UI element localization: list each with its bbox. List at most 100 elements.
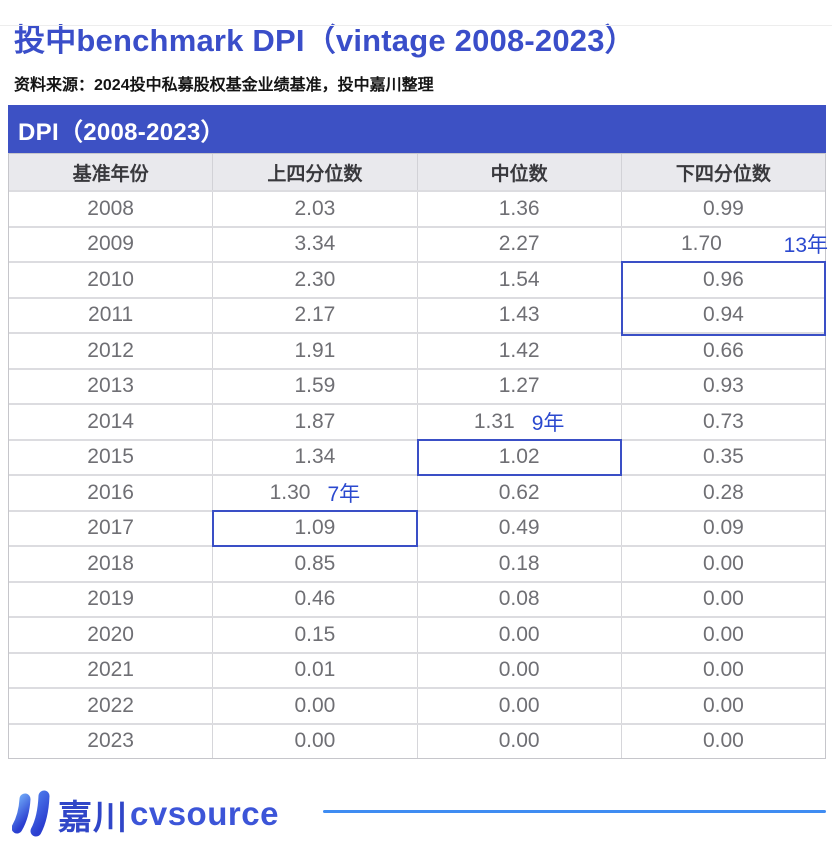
value-cell: 0.00 bbox=[620, 618, 825, 652]
section-title: DPI（2008-2023） bbox=[18, 118, 225, 146]
value-cell: 0.00 bbox=[620, 547, 825, 581]
year-cell: 2008 bbox=[87, 196, 134, 220]
page-title: 投中benchmark DPI（vintage 2008-2023） bbox=[14, 23, 636, 58]
value-cell: 0.00 bbox=[212, 724, 416, 758]
column-header-upper-quartile: 上四分位数 bbox=[212, 154, 416, 190]
table-row: 2015 1.34 1.02 0.35 bbox=[9, 438, 825, 476]
value-cell: 0.00 bbox=[620, 582, 825, 616]
value-cell-annotated: 1.31 9年 bbox=[416, 405, 621, 439]
table-row: 2008 2.03 1.36 0.99 bbox=[9, 190, 825, 226]
dpi-benchmark-table: 基准年份 上四分位数 中位数 下四分位数 2008 2.03 1.36 0.99… bbox=[8, 153, 828, 759]
value-cell: 2.17 bbox=[212, 298, 416, 332]
value-cell: 0.46 bbox=[212, 582, 416, 616]
year-cell: 2009 bbox=[87, 232, 134, 256]
value-cell-highlighted: 1.02 bbox=[416, 438, 623, 476]
value-cell: 1.27 bbox=[416, 369, 621, 403]
table-row: 2020 0.15 0.00 0.00 bbox=[9, 616, 825, 652]
value-cell: 0.00 bbox=[416, 724, 621, 758]
value-cell: 0.00 bbox=[416, 689, 621, 723]
year-cell: 2017 bbox=[87, 516, 134, 540]
year-cell: 2010 bbox=[87, 267, 134, 291]
value-cell-annotated: 1.70 13年 bbox=[620, 227, 828, 261]
table-row: 2011 2.17 1.43 0.94 bbox=[9, 296, 825, 332]
table-row: 2010 2.30 1.54 0.96 bbox=[9, 261, 827, 335]
value-cell: 0.00 bbox=[620, 653, 825, 687]
year-cell: 2012 bbox=[87, 338, 134, 362]
top-divider bbox=[0, 25, 832, 26]
year-cell: 2023 bbox=[87, 729, 134, 753]
brand-name-cn: 嘉川 bbox=[58, 798, 128, 837]
section-header-band: DPI（2008-2023） bbox=[8, 105, 826, 153]
value-cell: 1.54 bbox=[416, 263, 621, 297]
value-cell: 0.00 bbox=[620, 724, 825, 758]
value-cell: 1.42 bbox=[416, 334, 621, 368]
holding-period-note-7y: 7年 bbox=[327, 482, 361, 506]
cell-value: 1.31 bbox=[473, 409, 515, 433]
value-cell: 1.34 bbox=[212, 440, 416, 474]
year-cell: 2013 bbox=[87, 374, 134, 398]
value-cell: 0.73 bbox=[620, 405, 825, 439]
holding-period-note-13y: 13年 bbox=[783, 234, 828, 258]
table-row: 2022 0.00 0.00 0.00 bbox=[9, 687, 825, 723]
column-header-lower-quartile: 下四分位数 bbox=[620, 154, 825, 190]
value-cell: 0.08 bbox=[416, 582, 621, 616]
value-cell: 1.87 bbox=[212, 405, 416, 439]
table-row: 2023 0.00 0.00 0.00 bbox=[9, 722, 825, 758]
brand-name-en: cvsource bbox=[130, 795, 279, 832]
value-cell-highlighted: 0.94 bbox=[620, 298, 825, 332]
value-cell: 0.99 bbox=[620, 192, 825, 226]
value-cell-highlighted: 0.96 bbox=[620, 261, 827, 335]
year-cell: 2018 bbox=[87, 551, 134, 575]
value-cell: 0.00 bbox=[212, 689, 416, 723]
value-cell: 0.85 bbox=[212, 547, 416, 581]
value-cell: 0.62 bbox=[416, 476, 621, 510]
jiachuan-logo-icon bbox=[12, 790, 50, 837]
value-cell: 1.91 bbox=[212, 334, 416, 368]
value-cell-highlighted: 1.09 bbox=[212, 509, 418, 547]
value-cell: 0.35 bbox=[620, 440, 825, 474]
value-cell: 0.49 bbox=[416, 511, 621, 545]
footer-brand-bar: 嘉川 cvsource bbox=[12, 786, 828, 842]
year-cell: 2015 bbox=[87, 445, 134, 469]
value-cell-annotated: 1.30 7年 bbox=[212, 476, 416, 510]
table-row: 2021 0.01 0.00 0.00 bbox=[9, 651, 825, 687]
value-cell: 2.27 bbox=[416, 227, 621, 261]
source-note: 资料来源：2024投中私募股权基金业绩基准，投中嘉川整理 bbox=[14, 77, 434, 94]
value-cell: 1.36 bbox=[416, 192, 621, 226]
value-cell: 3.34 bbox=[212, 227, 416, 261]
value-cell: 0.28 bbox=[620, 476, 825, 510]
table-header-row: 基准年份 上四分位数 中位数 下四分位数 bbox=[9, 154, 825, 190]
value-cell: 1.43 bbox=[416, 298, 621, 332]
table-row: 2019 0.46 0.08 0.00 bbox=[9, 580, 825, 616]
value-cell: 0.00 bbox=[620, 689, 825, 723]
value-cell: 0.18 bbox=[416, 547, 621, 581]
value-cell: 0.93 bbox=[620, 369, 825, 403]
cell-value: 1.30 bbox=[269, 480, 311, 504]
table-row: 2017 1.09 0.49 0.09 bbox=[9, 509, 825, 547]
footer-divider-line bbox=[322, 809, 826, 813]
value-cell: 2.30 bbox=[212, 263, 416, 297]
table-row: 2018 0.85 0.18 0.00 bbox=[9, 545, 825, 581]
value-cell: 0.09 bbox=[620, 511, 825, 545]
table-row: 2016 1.30 7年 0.62 0.28 bbox=[9, 474, 825, 510]
value-cell: 0.01 bbox=[212, 653, 416, 687]
value-cell: 2.03 bbox=[212, 192, 416, 226]
year-cell: 2011 bbox=[88, 303, 134, 327]
cell-value: 1.70 bbox=[680, 232, 722, 256]
table-row: 2013 1.59 1.27 0.93 bbox=[9, 367, 825, 403]
column-header-median: 中位数 bbox=[416, 154, 621, 190]
table-row: 2012 1.91 1.42 0.66 bbox=[9, 332, 825, 368]
value-cell: 1.59 bbox=[212, 369, 416, 403]
year-cell: 2014 bbox=[87, 409, 134, 433]
table-row: 2009 3.34 2.27 1.70 13年 bbox=[9, 225, 828, 261]
table-row: 2014 1.87 1.31 9年 0.73 bbox=[9, 403, 825, 439]
year-cell: 2020 bbox=[87, 622, 134, 646]
holding-period-note-9y: 9年 bbox=[531, 411, 565, 435]
column-header-year: 基准年份 bbox=[72, 163, 149, 185]
value-cell: 0.15 bbox=[212, 618, 416, 652]
year-cell: 2019 bbox=[87, 587, 134, 611]
value-cell: 0.66 bbox=[620, 334, 825, 368]
year-cell: 2021 bbox=[87, 658, 134, 682]
year-cell: 2022 bbox=[87, 693, 134, 717]
value-cell: 0.00 bbox=[416, 653, 621, 687]
